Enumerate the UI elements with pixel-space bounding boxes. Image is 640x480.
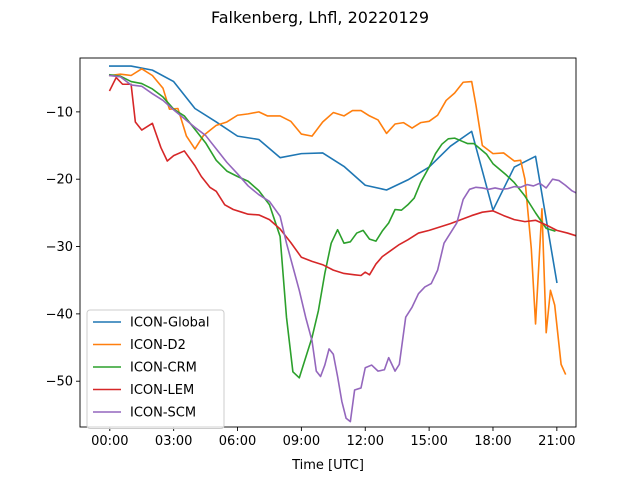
x-axis-title: Time [UTC]: [291, 458, 364, 473]
legend-label-icon-scm: ICON-SCM: [130, 406, 196, 421]
legend-label-icon-crm: ICON-CRM: [130, 361, 197, 376]
x-tick-label: 00:00: [91, 434, 128, 449]
series-line-icon-scm: [108, 74, 576, 423]
legend-box: [86, 309, 225, 429]
x-tick-label: 15:00: [410, 434, 447, 449]
chart-title: Falkenberg, Lhfl, 20220129: [211, 8, 429, 27]
x-tick-label: 18:00: [474, 434, 511, 449]
x-tick-label: 03:00: [155, 434, 192, 449]
plot-area: [79, 57, 577, 428]
legend-label-icon-lem: ICON-LEM: [130, 383, 194, 398]
y-tick-label: −30: [46, 240, 73, 255]
x-tick-label: 12:00: [347, 434, 384, 449]
y-tick-label: −10: [46, 105, 73, 120]
x-tick-label: 21:00: [538, 434, 575, 449]
y-axis: −10 −20 −30 −40 −50: [46, 105, 80, 390]
series-line-icon-lem: [108, 76, 576, 277]
series-line-icon-global: [109, 65, 558, 284]
x-tick-label: 06:00: [219, 434, 256, 449]
series-line-icon-d2: [108, 67, 567, 375]
x-axis: 00:00 03:00 06:00 09:00 12:00 15:00 18:00 21:00: [91, 427, 576, 449]
series-group: [108, 65, 576, 423]
y-tick-label: −20: [46, 173, 73, 188]
legend-label-icon-global: ICON-Global: [130, 316, 210, 331]
x-tick-label: 09:00: [283, 434, 320, 449]
legend-label-icon-d2: ICON-D2: [130, 338, 186, 353]
series-line-icon-crm: [108, 73, 556, 379]
y-tick-label: −40: [46, 307, 73, 322]
plot-frame: [79, 57, 577, 428]
legend: ICON-Global ICON-D2 ICON-CRM ICON-LEM ICON-S…: [86, 309, 225, 429]
y-tick-label: −50: [46, 375, 73, 390]
